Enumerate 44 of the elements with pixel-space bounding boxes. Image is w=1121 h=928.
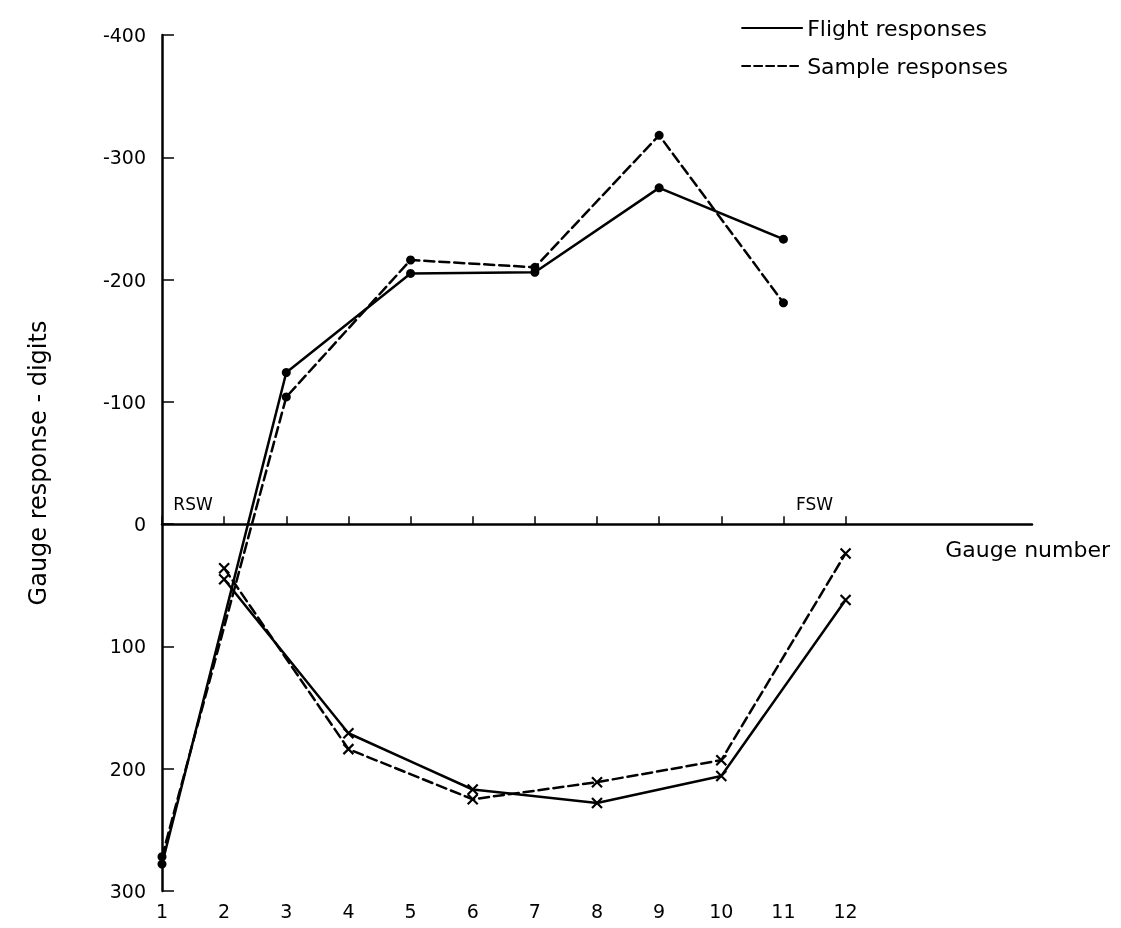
point: [715, 769, 728, 783]
x-tick-label: 6: [466, 899, 479, 922]
point: [406, 268, 416, 278]
x-tick-label: 4: [342, 899, 355, 922]
x-tick-label: 1: [155, 899, 169, 922]
point: [406, 255, 416, 265]
y-axis-title: Gauge response - digits: [24, 320, 52, 606]
point: [778, 298, 788, 308]
x-tick-label: 2: [218, 899, 231, 922]
x-tick-label: 12: [833, 899, 858, 922]
legend-label: Sample responses: [807, 53, 1009, 79]
annotation: RSW: [173, 493, 213, 514]
point: [590, 776, 604, 789]
x-tick-label: 9: [653, 899, 666, 922]
point: [342, 743, 355, 756]
y-tick-label: 100: [109, 635, 146, 658]
y-tick-label: -400: [102, 24, 146, 46]
y-tick-label: -100: [102, 390, 146, 413]
point: [839, 547, 852, 560]
point: [281, 368, 291, 378]
point: [157, 859, 167, 869]
y-tick-label: 0: [133, 513, 146, 536]
x-tick-label: 10: [709, 899, 734, 922]
point: [715, 754, 728, 767]
point: [342, 727, 355, 740]
x-tick-label: 11: [771, 899, 796, 922]
x-axis-title: Gauge number: [945, 536, 1111, 562]
y-tick-label: 200: [109, 757, 146, 780]
x-tick-label: 7: [528, 899, 541, 922]
x-tick-label: 3: [280, 899, 293, 922]
point: [590, 796, 604, 810]
point: [654, 130, 664, 140]
legend-label: Flight responses: [807, 15, 987, 41]
y-tick-label: 300: [109, 880, 146, 902]
point: [778, 234, 788, 244]
x-tick-label: 8: [590, 899, 604, 922]
x-tick-label: 5: [404, 899, 417, 922]
point: [157, 852, 167, 862]
point: [654, 183, 664, 193]
y-tick-label: -300: [102, 146, 146, 169]
point: [281, 392, 291, 402]
point: [839, 593, 852, 607]
y-tick-label: -200: [102, 268, 146, 291]
annotation: FSW: [795, 493, 834, 514]
